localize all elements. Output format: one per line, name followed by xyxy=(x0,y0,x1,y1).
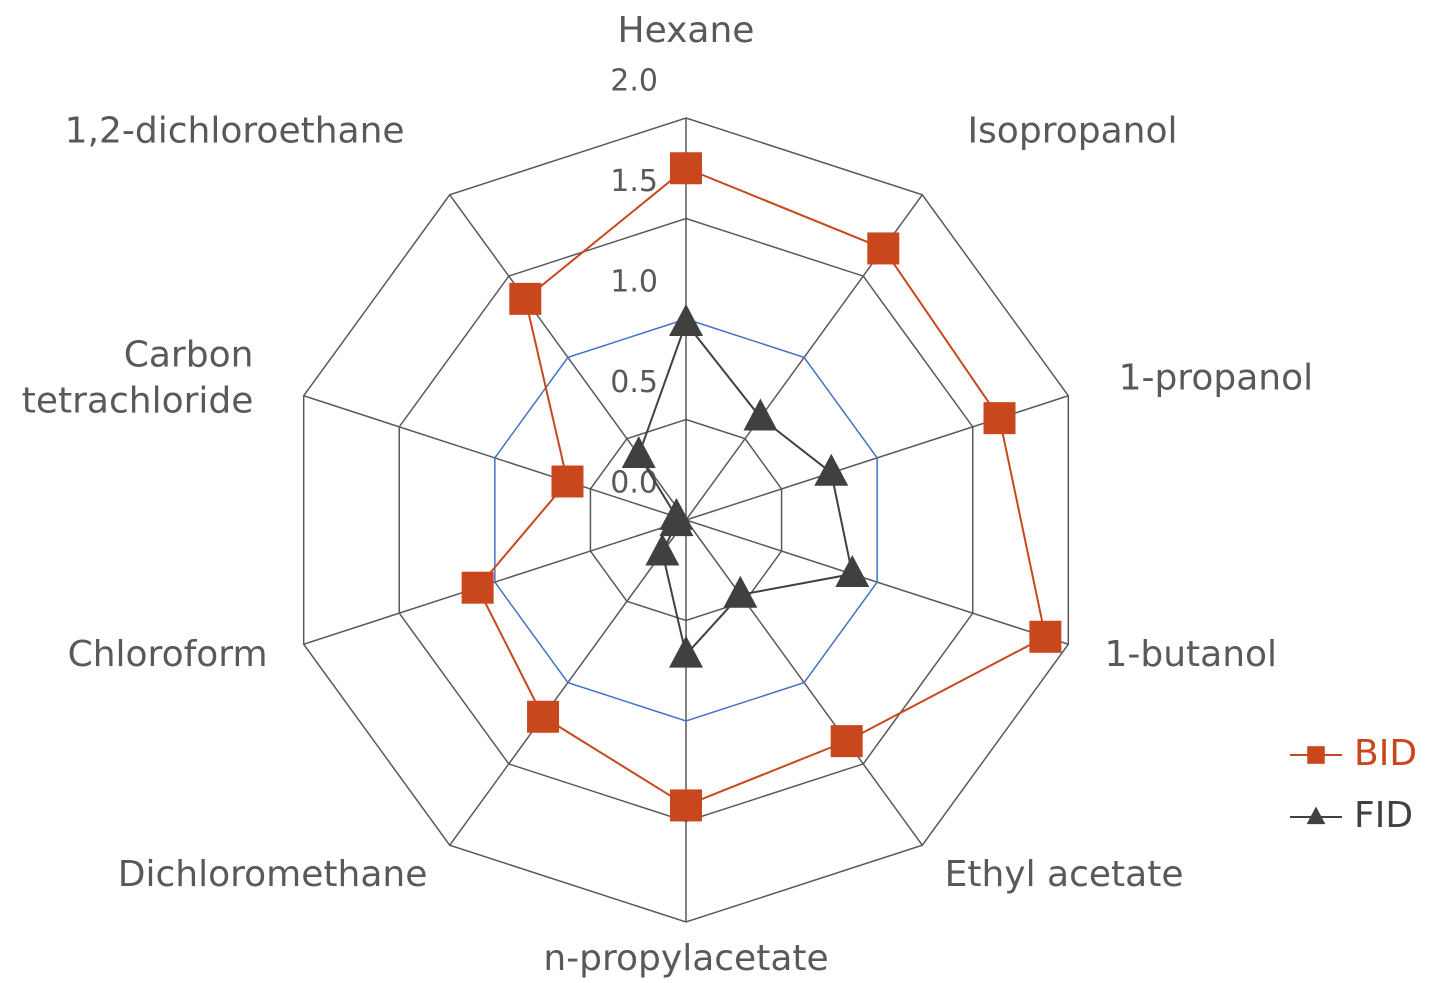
data-point xyxy=(983,402,1016,435)
category-label: 1,2-dichloroethane xyxy=(65,111,405,152)
legend-label: BID xyxy=(1354,733,1417,774)
data-point xyxy=(835,555,870,588)
data-point xyxy=(723,575,758,608)
data-point xyxy=(743,398,778,431)
category-label: Chloroform xyxy=(68,634,268,675)
category-label: Dichloromethane xyxy=(118,854,428,895)
grid-ring xyxy=(589,418,783,622)
legend-label: FID xyxy=(1354,795,1413,836)
data-point xyxy=(669,304,703,337)
data-point xyxy=(670,789,702,822)
category-label: 1-butanol xyxy=(1104,634,1277,675)
r-tick-label: 0.5 xyxy=(610,365,658,400)
category-label: Hexane xyxy=(618,10,755,51)
data-point xyxy=(1029,620,1062,653)
legend-marker xyxy=(1307,746,1325,764)
data-point xyxy=(461,571,494,604)
data-point xyxy=(830,725,863,758)
category-label: Ethyl acetate xyxy=(945,854,1184,895)
legend-marker xyxy=(1306,806,1326,825)
category-label: Carbon tetrachloride xyxy=(22,334,254,421)
r-tick-label: 1.0 xyxy=(610,265,658,300)
category-label: n-propylacetate xyxy=(543,938,828,979)
data-point xyxy=(645,533,680,566)
r-tick-label: 0.0 xyxy=(610,466,658,501)
label-line: Carbon xyxy=(124,334,254,375)
data-point xyxy=(867,232,900,265)
data-point xyxy=(509,282,542,315)
grid-ring xyxy=(398,217,974,823)
data-point xyxy=(659,497,694,530)
category-label: Isopropanol xyxy=(967,111,1177,152)
data-point xyxy=(814,453,849,486)
r-tick-label: 2.0 xyxy=(610,64,658,99)
grid-ring xyxy=(494,318,878,722)
data-point xyxy=(551,465,584,498)
data-point xyxy=(621,435,656,468)
data-point xyxy=(670,152,702,185)
r-tick-label: 1.5 xyxy=(610,164,658,199)
category-label: 1-propanol xyxy=(1119,357,1314,398)
label-line: tetrachloride xyxy=(22,380,254,421)
data-point xyxy=(669,635,703,668)
grid-ring xyxy=(302,117,1070,923)
data-point xyxy=(527,700,560,733)
